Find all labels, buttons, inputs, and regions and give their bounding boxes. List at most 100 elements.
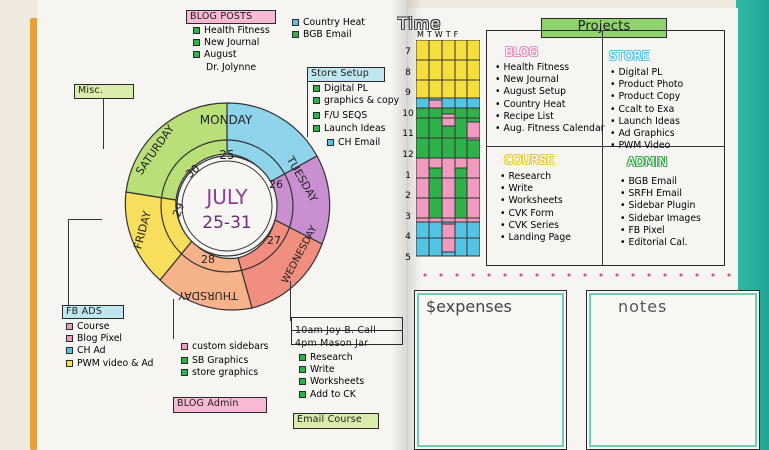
list-item: • Sidebar Images [620,212,701,224]
list-item: • SRFH Email [620,188,682,200]
misc-tag: Misc. [74,84,134,99]
time-grid [416,40,480,257]
blog-admin-list: custom sidebars SB Graphics store graphi… [181,341,269,380]
checked-box-icon[interactable] [193,51,200,59]
list-item: Write [299,364,364,376]
list-item: CH Email [327,137,399,149]
list-item: custom sidebars [181,341,269,353]
checked-box-icon[interactable] [299,354,306,361]
list-item: • Sidebar Plugin [620,200,696,212]
list-item: • Landing Page [500,232,571,244]
checked-box-icon[interactable] [299,378,306,386]
store-setup-title: Store Setup [307,67,385,82]
list-item: Add to CK [299,389,364,401]
list-item: CH Ad [66,345,153,357]
email-course-list: Research Write Worksheets Add to CK [299,352,364,401]
list-item: • Aug. Fitness Calendar [495,123,605,135]
checked-box-icon[interactable] [66,323,73,330]
project-admin-list: • BGB Email • SRFH Email • Sidebar Plugi… [620,176,701,249]
time-day-letters: M T W T F [417,30,459,39]
list-item: graphics & copy [313,95,399,107]
projects-title: Projects [541,18,667,38]
list-item: • August Setup [495,86,567,98]
week-wheel: JULY 25-31 MONDAY TUESDAY WEDNESDAY THUR… [124,102,331,311]
week-wheel-segments [124,102,331,311]
checked-box-icon[interactable] [292,19,299,26]
store-setup-list: Digital PL graphics & copy F/U SEQS Laun… [313,83,399,149]
checked-box-icon[interactable] [313,97,320,105]
expenses-title: $expenses [426,297,512,316]
saturday-segment[interactable] [125,102,228,201]
checked-box-icon[interactable] [181,343,188,350]
wheel-month: JULY [204,185,248,209]
list-item: • Editorial Cal. [620,237,688,249]
checked-box-icon[interactable] [299,390,306,398]
list-item: New Journal [193,37,270,49]
checked-box-icon[interactable] [313,112,320,120]
email-course-title: Email Course [293,413,379,429]
center-circle [176,155,278,257]
monday-segment[interactable] [226,102,318,183]
checked-box-icon[interactable] [66,359,73,367]
country-heat-list: Country Heat BGB Email [292,17,365,41]
projects-grid [486,30,725,266]
call-item-1: 10am Joy B. Call [291,317,403,335]
expenses-box [414,290,567,450]
checked-box-icon[interactable] [193,27,200,34]
notes-box [586,290,760,450]
checked-box-icon[interactable] [327,138,334,146]
list-item: • Health Fitness [495,62,570,73]
checked-box-icon[interactable] [66,347,73,355]
list-item: Digital PL [313,83,399,95]
list-item: • New Journal [495,74,559,86]
list-item: BGB Email [292,29,365,41]
blog-admin-title: BLOG Admin [173,397,267,413]
day-label-monday: MONDAY [200,113,253,127]
list-item: SB Graphics [181,355,269,367]
blog-posts-list: Health Fitness New Journal August Dr. Jo… [193,25,270,74]
list-item: • CVK Form [500,207,554,219]
list-item: • Recipe List [495,110,554,122]
list-item: • Worksheets [500,195,563,207]
list-item: • Product Copy [610,91,681,103]
store-setup-connector [307,82,308,137]
call-item-2: 4pm Mason Jar [291,331,403,348]
fb-ads-title: FB ADS [62,305,124,319]
checked-box-icon[interactable] [313,85,320,92]
list-item: • Ccalt to Exa [610,103,675,115]
checked-box-icon[interactable] [181,369,188,377]
date-thursday: 28 [201,253,215,266]
calls-connector [290,281,291,321]
project-course-list: • Research • Write • Worksheets • CVK Fo… [500,171,571,244]
pink-dotted-divider [417,273,737,277]
list-item: • Research [500,171,552,182]
list-item: • Write [500,183,533,195]
list-item: Worksheets [299,376,364,388]
project-blog-title: BLOG [505,45,539,59]
checked-box-icon[interactable] [66,335,73,343]
list-item: Dr. Jolynne [206,61,257,73]
date-wednesday: 27 [267,234,281,247]
list-item: store graphics [181,367,269,379]
blog-admin-connector [173,299,174,339]
list-item: • Ad Graphics [610,128,675,140]
projects-vertical-divider [602,30,603,266]
checked-box-icon[interactable] [292,31,299,39]
checked-box-icon[interactable] [313,124,320,132]
project-blog-list: • Health Fitness • New Journal • August … [495,62,604,135]
date-friday: 29 [170,201,187,219]
center-inner-circle [181,160,273,252]
list-item: • CVK Series [500,219,559,231]
notes-title: notes [618,297,668,316]
checked-box-icon[interactable] [193,39,200,47]
project-course-title: COURSE [504,153,555,167]
list-item: • Product Photo [610,79,684,91]
checked-box-icon[interactable] [181,357,188,365]
checked-box-icon[interactable] [299,366,306,374]
day-label-thursday: THURSDAY [178,289,239,302]
list-item: • PWM Video [610,140,671,152]
misc-connector [103,99,104,149]
project-admin-title: ADMIN [627,155,668,169]
project-store-title: STORE [609,49,650,63]
list-item: • BGB Email [620,176,677,187]
